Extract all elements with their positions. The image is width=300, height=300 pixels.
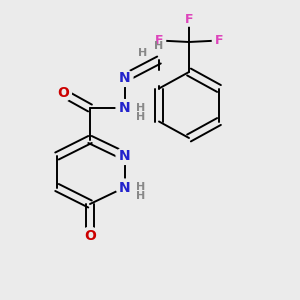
Text: O: O [57, 86, 69, 100]
Text: H: H [136, 190, 145, 201]
Circle shape [116, 70, 133, 86]
Text: H: H [136, 112, 145, 122]
Circle shape [134, 189, 147, 202]
Circle shape [152, 71, 166, 85]
Circle shape [136, 46, 149, 59]
Text: O: O [84, 229, 96, 242]
Text: F: F [215, 34, 223, 47]
Text: H: H [136, 182, 146, 193]
Text: F: F [155, 34, 163, 47]
Text: N: N [119, 149, 130, 163]
Circle shape [212, 34, 226, 47]
Circle shape [116, 179, 133, 196]
Text: H: H [136, 103, 146, 113]
Circle shape [134, 110, 147, 124]
Text: H: H [154, 41, 164, 52]
Circle shape [152, 34, 166, 47]
Circle shape [116, 148, 133, 164]
Circle shape [55, 85, 71, 101]
Circle shape [82, 227, 98, 244]
Circle shape [182, 13, 196, 26]
Text: F: F [185, 13, 193, 26]
Circle shape [116, 100, 133, 116]
Text: N: N [119, 71, 130, 85]
Text: H: H [138, 47, 147, 58]
Text: N: N [119, 181, 130, 194]
Text: N: N [119, 101, 130, 115]
